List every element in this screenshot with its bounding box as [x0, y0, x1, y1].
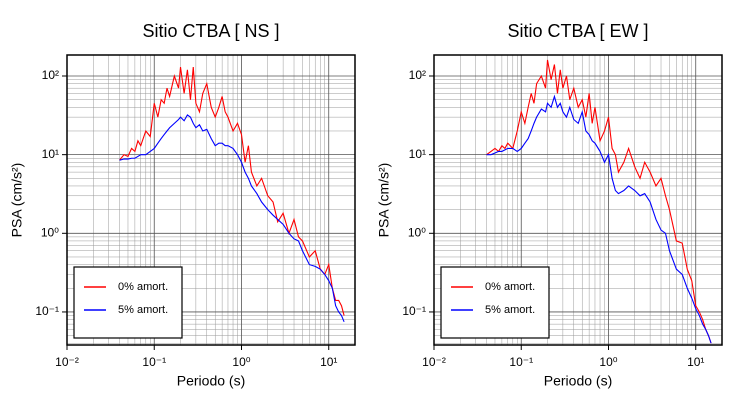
y-tick-label: 10⁻¹ — [35, 304, 59, 318]
x-tick-label: 10⁰ — [232, 355, 250, 369]
y-tick-label: 10¹ — [42, 147, 59, 161]
series-line — [486, 94, 712, 344]
chart-title: Sitio CTBA [ NS ] — [142, 21, 279, 41]
legend-label: 5% amort. — [118, 304, 168, 316]
plot-frame — [433, 54, 723, 346]
x-tick-label: 10⁻² — [55, 355, 79, 369]
plot-frame — [66, 54, 356, 346]
panel: 10⁻² 10⁻¹ 10⁰ 10¹ 10⁻¹ 10⁰ 10¹ 10² Sitio CTBA [ … — [376, 21, 723, 389]
legend-label: 0% amort. — [485, 281, 535, 293]
x-tick-label: 10⁻¹ — [509, 355, 533, 369]
legend-box — [73, 266, 183, 339]
x-tick-label: 10⁻¹ — [142, 355, 166, 369]
x-tick-label: 10⁰ — [599, 355, 617, 369]
y-tick-label: 10¹ — [409, 147, 426, 161]
legend-label: 0% amort. — [118, 281, 168, 293]
chart-title: Sitio CTBA [ EW ] — [507, 21, 648, 41]
y-tick-label: 10⁰ — [408, 225, 426, 239]
x-axis-label: Periodo (s) — [544, 373, 612, 389]
series-line — [119, 114, 345, 322]
legend-box — [440, 266, 550, 339]
y-tick-label: 10² — [409, 68, 426, 82]
x-tick-label: 10⁻² — [422, 355, 446, 369]
y-tick-label: 10² — [42, 68, 59, 82]
legend-label: 5% amort. — [485, 304, 535, 316]
y-tick-label: 10⁻¹ — [402, 304, 426, 318]
x-tick-label: 10¹ — [687, 355, 704, 369]
y-axis-label: PSA (cm/s²) — [376, 163, 392, 238]
panel: 10⁻² 10⁻¹ 10⁰ 10¹ 10⁻¹ 10⁰ 10¹ 10² Sitio CTBA [ … — [9, 21, 356, 389]
series-line — [486, 59, 712, 344]
x-axis-label: Periodo (s) — [177, 373, 245, 389]
series-line — [119, 66, 345, 316]
y-tick-label: 10⁰ — [41, 225, 59, 239]
y-axis-label: PSA (cm/s²) — [9, 163, 25, 238]
x-tick-label: 10¹ — [320, 355, 337, 369]
